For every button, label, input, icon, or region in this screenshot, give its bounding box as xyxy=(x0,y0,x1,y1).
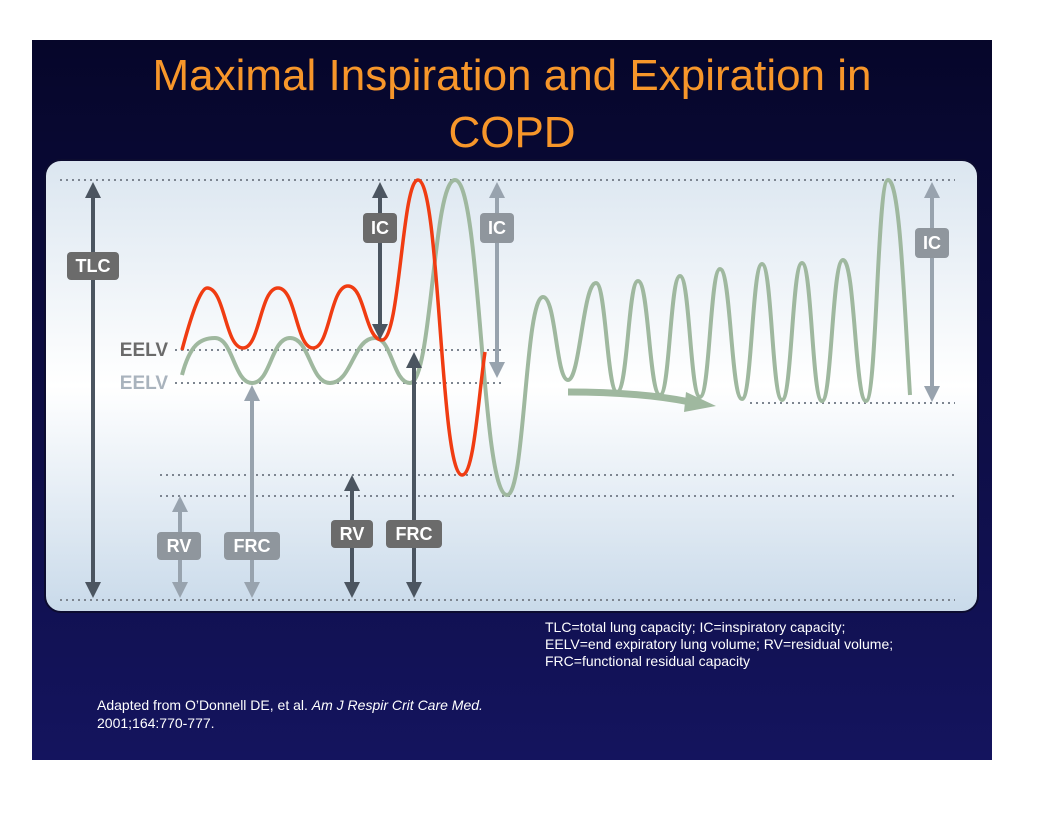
rv-label: RV xyxy=(167,536,192,556)
footnote: TLC=total lung capacity; IC=inspiratory … xyxy=(545,619,893,669)
eelv-label: EELV xyxy=(120,373,169,394)
footnote-line: FRC=functional residual capacity xyxy=(545,653,750,669)
footnote-line: EELV=end expiratory lung volume; RV=resi… xyxy=(545,636,893,652)
frc-label: FRC xyxy=(234,536,271,556)
title: COPD xyxy=(448,108,575,157)
title: Maximal Inspiration and Expiration in xyxy=(152,51,871,100)
citation: Adapted from O’Donnell DE, et al. Am J R… xyxy=(97,697,483,731)
ic-label: IC xyxy=(371,218,389,238)
label-box xyxy=(157,532,201,560)
copd-breathing-curve xyxy=(180,178,487,477)
ic-label: IC xyxy=(488,218,506,238)
tlc-label: TLC xyxy=(76,256,111,276)
diagram-panel xyxy=(44,159,979,613)
healthy-breathing-curve xyxy=(180,177,912,498)
label-box xyxy=(363,213,397,243)
label-box xyxy=(67,252,119,280)
citation-authors: Adapted from O’Donnell DE, et al. xyxy=(97,697,312,713)
label-box xyxy=(224,532,280,560)
footnote-line: TLC=total lung capacity; IC=inspiratory … xyxy=(545,619,845,635)
citation-line: Adapted from O’Donnell DE, et al. Am J R… xyxy=(97,697,483,713)
labels: TLC IC IC IC RV FRC RV FRC EELV EELV xyxy=(67,213,949,560)
label-box xyxy=(386,520,442,548)
citation-details: 2001;164:770-777. xyxy=(97,715,215,731)
trend-arrowhead xyxy=(684,392,716,412)
citation-journal: Am J Respir Crit Care Med. xyxy=(311,697,483,713)
rv-label: RV xyxy=(340,524,365,544)
eelv-label: EELV xyxy=(120,340,169,361)
frc-label: FRC xyxy=(396,524,433,544)
label-box xyxy=(331,520,373,548)
label-box xyxy=(915,228,949,258)
trend-arrow xyxy=(567,388,691,406)
ic-label: IC xyxy=(923,233,941,253)
label-box xyxy=(480,213,514,243)
